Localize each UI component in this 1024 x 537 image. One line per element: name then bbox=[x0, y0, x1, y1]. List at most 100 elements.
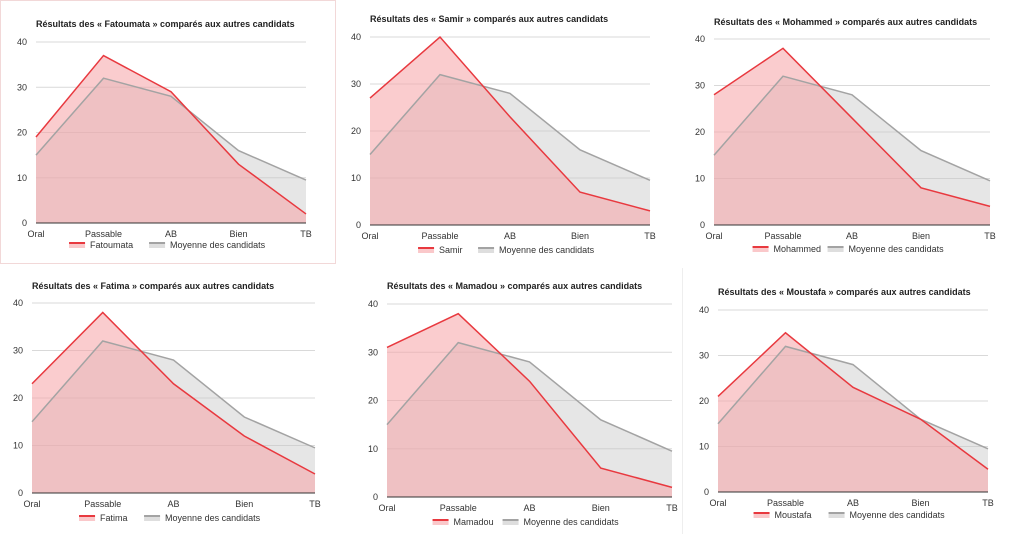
x-tick-label: Oral bbox=[709, 498, 726, 508]
legend: Mohammed Moyenne des candidats bbox=[752, 244, 945, 254]
x-tick-label: Oral bbox=[378, 503, 395, 513]
legend: Moustafa Moyenne des candidats bbox=[753, 510, 946, 520]
x-tick-label: Passable bbox=[421, 231, 458, 241]
legend-swatch-fatima bbox=[79, 516, 96, 521]
legend-swatch-average bbox=[827, 247, 844, 252]
y-tick-label: 10 bbox=[699, 442, 709, 452]
y-tick-label: 30 bbox=[13, 346, 23, 356]
y-tick-label: 30 bbox=[17, 82, 27, 92]
area-chart-fatoumata: Résultats des « Fatoumata » comparés aux… bbox=[17, 19, 312, 250]
average-line bbox=[35, 77, 307, 181]
y-tick-label: 20 bbox=[17, 128, 27, 138]
legend: Mamadou Moyenne des candidats bbox=[432, 517, 619, 527]
y-tick-label: 10 bbox=[351, 173, 361, 183]
y-tick-label: 10 bbox=[13, 441, 23, 451]
legend-label-mamadou: Mamadou bbox=[454, 517, 494, 527]
legend-label-average: Moyenne des candidats bbox=[165, 513, 261, 523]
chart-title: Résultats des « Mohammed » comparés aux … bbox=[714, 17, 977, 27]
x-tick-label: Bien bbox=[592, 503, 610, 513]
x-tick-label: AB bbox=[165, 229, 177, 239]
chart-title: Résultats des « Fatima » comparés aux au… bbox=[32, 281, 274, 291]
x-tick-label: Bien bbox=[912, 231, 930, 241]
y-tick-label: 0 bbox=[373, 492, 378, 502]
y-tick-label: 30 bbox=[699, 351, 709, 361]
average-line bbox=[717, 345, 989, 450]
chart-panel-mohammed: Résultats des « Mohammed » comparés aux … bbox=[684, 0, 1024, 264]
moustafa-line bbox=[717, 331, 989, 470]
legend-label-fatoumata: Fatoumata bbox=[90, 240, 133, 250]
area-chart-moustafa: Résultats des « Moustafa » comparés aux … bbox=[699, 287, 994, 520]
x-tick-label: AB bbox=[504, 231, 516, 241]
y-tick-label: 0 bbox=[704, 487, 709, 497]
mamadou-line bbox=[386, 312, 673, 489]
legend-label-fatima: Fatima bbox=[100, 513, 128, 523]
y-tick-label: 10 bbox=[368, 444, 378, 454]
x-tick-label: AB bbox=[167, 499, 179, 509]
x-tick-label: Passable bbox=[85, 229, 122, 239]
x-tick-label: TB bbox=[644, 231, 656, 241]
y-tick-label: 40 bbox=[13, 298, 23, 308]
legend-swatch-average bbox=[478, 248, 495, 253]
y-tick-label: 20 bbox=[699, 396, 709, 406]
legend-swatch-average bbox=[144, 516, 161, 521]
average-line bbox=[713, 75, 991, 182]
y-tick-label: 40 bbox=[351, 32, 361, 42]
x-tick-label: TB bbox=[666, 503, 678, 513]
y-tick-label: 10 bbox=[17, 173, 27, 183]
y-tick-label: 30 bbox=[351, 79, 361, 89]
legend: Samir Moyenne des candidats bbox=[418, 245, 595, 255]
chart-panel-fatoumata: Résultats des « Fatoumata » comparés aux… bbox=[0, 0, 336, 264]
x-tick-label: Oral bbox=[27, 229, 44, 239]
legend-swatch-average bbox=[502, 520, 519, 525]
x-tick-label: Passable bbox=[84, 499, 121, 509]
chart-title: Résultats des « Fatoumata » comparés aux… bbox=[36, 19, 295, 29]
y-tick-label: 0 bbox=[700, 220, 705, 230]
x-tick-label: TB bbox=[982, 498, 994, 508]
average-line bbox=[369, 73, 651, 182]
x-tick-label: Bien bbox=[229, 229, 247, 239]
x-tick-label: AB bbox=[523, 503, 535, 513]
legend-label-average: Moyenne des candidats bbox=[499, 245, 595, 255]
legend-swatch-average bbox=[828, 513, 845, 518]
x-tick-label: TB bbox=[984, 231, 996, 241]
y-tick-label: 30 bbox=[368, 347, 378, 357]
legend-label-mohammed: Mohammed bbox=[774, 244, 822, 254]
fatoumata-area bbox=[36, 55, 306, 224]
y-tick-label: 10 bbox=[695, 174, 705, 184]
x-tick-label: Oral bbox=[705, 231, 722, 241]
x-tick-label: AB bbox=[847, 498, 859, 508]
x-tick-label: Oral bbox=[361, 231, 378, 241]
mohammed-line bbox=[713, 47, 991, 208]
samir-line bbox=[369, 35, 651, 212]
chart-title: Résultats des « Samir » comparés aux aut… bbox=[370, 14, 608, 24]
legend-label-average: Moyenne des candidats bbox=[850, 510, 946, 520]
x-tick-label: Passable bbox=[764, 231, 801, 241]
x-tick-label: Bien bbox=[235, 499, 253, 509]
area-chart-fatima: Résultats des « Fatima » comparés aux au… bbox=[13, 281, 321, 523]
area-chart-mamadou: Résultats des « Mamadou » comparés aux a… bbox=[368, 281, 678, 527]
y-tick-label: 40 bbox=[699, 305, 709, 315]
legend-swatch-mamadou bbox=[432, 520, 449, 525]
chart-panel-moustafa: Résultats des « Moustafa » comparés aux … bbox=[686, 268, 1024, 537]
x-tick-label: Passable bbox=[440, 503, 477, 513]
legend-label-moustafa: Moustafa bbox=[775, 510, 812, 520]
area-chart-mohammed: Résultats des « Mohammed » comparés aux … bbox=[695, 17, 996, 254]
legend: Fatima Moyenne des candidats bbox=[79, 513, 261, 523]
legend-label-samir: Samir bbox=[439, 245, 463, 255]
fatima-area bbox=[32, 312, 315, 493]
legend-swatch-fatoumata bbox=[69, 243, 86, 248]
mohammed-area bbox=[714, 48, 990, 225]
x-tick-label: TB bbox=[309, 499, 321, 509]
y-tick-label: 0 bbox=[18, 488, 23, 498]
legend-swatch-moustafa bbox=[753, 513, 770, 518]
legend-swatch-average bbox=[149, 243, 166, 248]
legend-swatch-samir bbox=[418, 248, 435, 253]
column-divider bbox=[682, 268, 683, 534]
y-tick-label: 40 bbox=[695, 34, 705, 44]
y-tick-label: 20 bbox=[368, 396, 378, 406]
area-chart-samir: Résultats des « Samir » comparés aux aut… bbox=[351, 14, 656, 255]
x-tick-label: Bien bbox=[911, 498, 929, 508]
legend-label-average: Moyenne des candidats bbox=[849, 244, 945, 254]
chart-panel-fatima: Résultats des « Fatima » comparés aux au… bbox=[0, 268, 340, 537]
fatima-line bbox=[31, 311, 316, 475]
